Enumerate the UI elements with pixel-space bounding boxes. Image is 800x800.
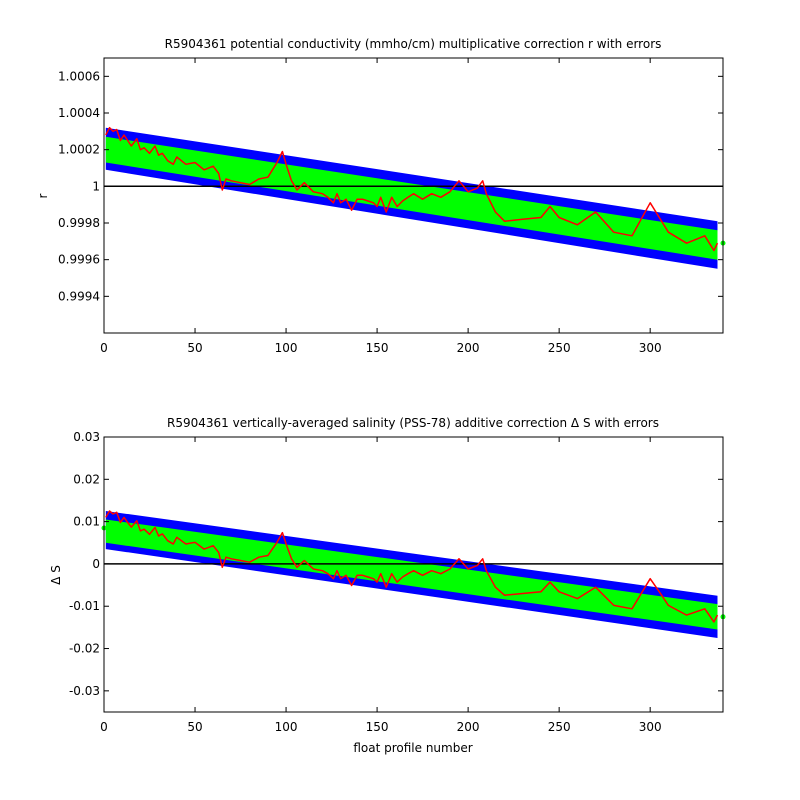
conductivity-plot-title: R5904361 potential conductivity (mmho/cm…: [165, 37, 662, 51]
salinity-plot-ticks: 0 50 100 150 200 250 300 -0.03 -0.02 -0.01 0 0.01 0.…: [69, 430, 723, 734]
conductivity-xtick-label: 200: [457, 341, 480, 355]
salinity-xtick-label: 250: [548, 720, 571, 734]
salinity-xtick-label: 200: [457, 720, 480, 734]
salinity-xtick-label: 300: [639, 720, 662, 734]
salinity-plot-frame: [103, 436, 724, 713]
conductivity-ytick-label: 1.0004: [58, 106, 100, 120]
conductivity-ytick-label: 1.0002: [58, 143, 100, 157]
conductivity-xtick-label: 150: [366, 341, 389, 355]
salinity-ytick-label: 0.03: [73, 430, 100, 444]
conductivity-xtick-label: 50: [187, 341, 202, 355]
conductivity-ytick-label: 1.0006: [58, 69, 100, 83]
salinity-plot-title: R5904361 vertically-averaged salinity (P…: [167, 416, 659, 430]
salinity-xtick-label: 150: [366, 720, 389, 734]
salinity-xtick-label: 100: [275, 720, 298, 734]
salinity-ytick-label: -0.02: [69, 642, 100, 656]
salinity-xtick-label: 0: [100, 720, 108, 734]
salinity-ytick-label: 0.01: [73, 515, 100, 529]
salinity-xtick-label: 50: [187, 720, 202, 734]
salinity-plot-xlabel: float profile number: [353, 741, 472, 755]
salinity-inner-error-band: [105, 519, 718, 630]
conductivity-inner-error-band: [105, 136, 718, 260]
conductivity-plot-ticks: 0 50 100 150 200 250 300 0.9994 0.9996 0.9998 1 1.0…: [58, 58, 723, 355]
conductivity-ytick-label: 0.9994: [58, 289, 100, 303]
conductivity-correction-plot: R5904361 potential conductivity (mmho/cm…: [36, 37, 726, 355]
salinity-plot-ylabel: Δ S: [49, 565, 63, 585]
conductivity-correction-series-line: [105, 126, 719, 252]
conductivity-plot-marks: [104, 126, 726, 269]
salinity-correction-plot: R5904361 vertically-averaged salinity (P…: [49, 416, 726, 755]
conductivity-xtick-label: 250: [548, 341, 571, 355]
salinity-ytick-label: -0.01: [69, 599, 100, 613]
salinity-plot-marks: [101, 510, 726, 638]
conductivity-xtick-label: 0: [100, 341, 108, 355]
conductivity-ytick-label: 1: [92, 179, 100, 193]
salinity-ytick-label: 0: [92, 557, 100, 571]
conductivity-plot-ylabel: r: [36, 193, 50, 198]
conductivity-ytick-label: 0.9996: [58, 253, 100, 267]
conductivity-xtick-label: 100: [275, 341, 298, 355]
conductivity-ytick-label: 0.9998: [58, 216, 100, 230]
salinity-ytick-label: 0.02: [73, 472, 100, 486]
conductivity-xtick-label: 300: [639, 341, 662, 355]
salinity-correction-series-line: [105, 510, 719, 623]
conductivity-plot-frame: [103, 57, 724, 334]
salinity-ytick-label: -0.03: [69, 684, 100, 698]
